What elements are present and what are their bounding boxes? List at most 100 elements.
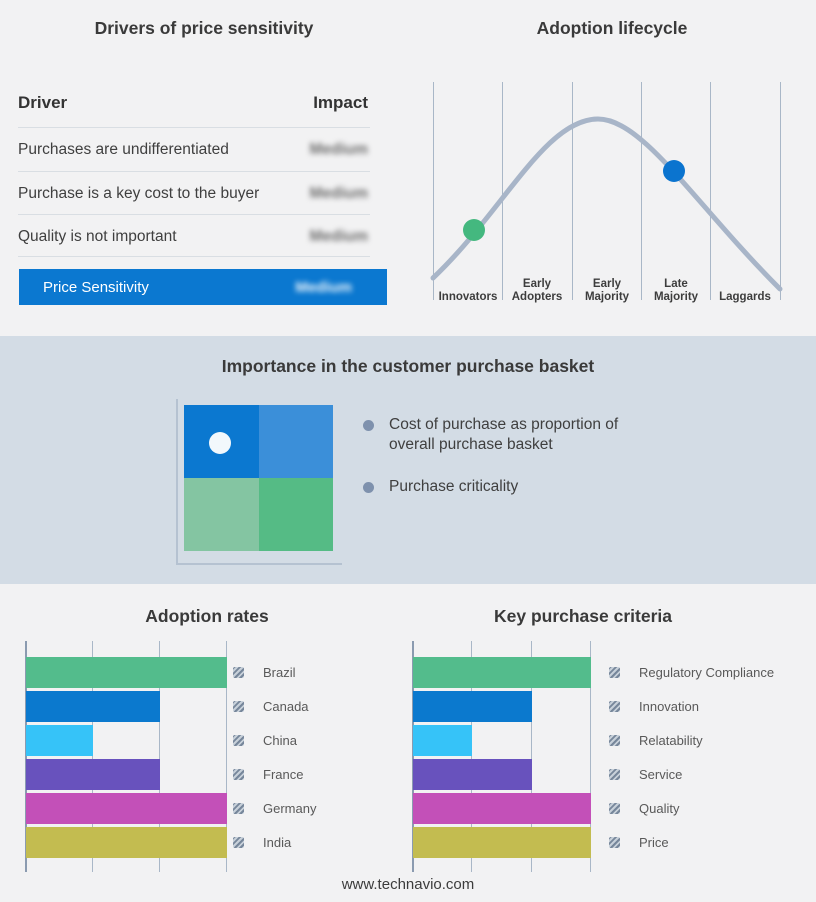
legend-label: Service <box>639 767 683 782</box>
driver-cell: Purchases are undifferentiated <box>18 140 229 158</box>
bullet-icon <box>363 481 374 493</box>
bar-china <box>26 725 93 756</box>
bullet-text: Purchase criticality <box>389 477 519 495</box>
adoption-rates-title: Adoption rates <box>145 606 269 626</box>
bar-price <box>413 827 591 858</box>
legend-item: China <box>233 725 297 756</box>
bullet-item: Purchase criticality <box>363 477 643 497</box>
impact-column-header: Impact <box>313 93 368 112</box>
legend-label: Quality <box>639 801 680 816</box>
gridline <box>92 641 93 872</box>
legend-item: Germany <box>233 793 316 824</box>
y-axis <box>25 641 27 872</box>
legend-item: Relatability <box>609 725 703 756</box>
censored-swatch-icon <box>233 701 244 712</box>
bullet-icon <box>363 420 374 431</box>
price-sensitivity-summary-row: Price Sensitivity Medium <box>19 269 387 305</box>
purchase-basket-title: Importance in the customer purchase bask… <box>221 356 595 376</box>
table-row: Quality is not important Medium <box>18 215 368 258</box>
legend-label: Regulatory Compliance <box>639 665 775 680</box>
bar-canada <box>26 691 160 722</box>
stage-label-laggards: Laggards <box>719 291 771 304</box>
legend-label: France <box>263 767 304 782</box>
driver-column-header: Driver <box>18 93 68 112</box>
basket-bullet-list: Cost of purchase as proportion of overal… <box>363 415 643 518</box>
lifecycle-curve <box>430 116 783 292</box>
censored-swatch-icon <box>233 735 244 746</box>
table-row: Purchases are undifferentiated Medium <box>18 128 368 171</box>
censored-swatch-icon <box>233 769 244 780</box>
gridline <box>780 82 781 300</box>
gridline <box>502 82 503 300</box>
summary-impact-blurred: Medium <box>295 278 352 296</box>
gridline <box>433 82 434 300</box>
quadrant-top-right <box>258 405 333 478</box>
bar-regulatory-compliance <box>413 657 591 688</box>
bar-france <box>26 759 160 790</box>
bar-germany <box>26 793 227 824</box>
quadrant-bottom-right <box>258 478 333 551</box>
impact-cell-blurred: Medium <box>309 140 368 158</box>
censored-swatch-icon <box>609 735 620 746</box>
legend-item: Service <box>609 759 682 790</box>
bar-brazil <box>26 657 227 688</box>
table-row: Purchase is a key cost to the buyer Medi… <box>18 172 368 215</box>
gridline <box>159 641 160 872</box>
legend-item: Quality <box>609 793 679 824</box>
impact-cell-blurred: Medium <box>309 227 368 245</box>
late-majority-marker-dot <box>663 160 685 182</box>
legend-label: India <box>263 835 292 850</box>
legend-item: India <box>233 827 291 858</box>
driver-cell: Purchase is a key cost to the buyer <box>18 184 260 202</box>
legend-item: Regulatory Compliance <box>609 657 774 688</box>
censored-swatch-icon <box>609 667 620 678</box>
stage-label-early-adopters: Early Adopters <box>511 277 563 304</box>
quadrant-bottom-left <box>184 478 259 551</box>
table-divider <box>18 214 370 215</box>
innovators-marker-dot <box>463 219 485 241</box>
censored-swatch-icon <box>609 837 620 848</box>
driver-cell: Quality is not important <box>18 227 177 245</box>
table-divider <box>18 127 370 128</box>
legend-item: Brazil <box>233 657 296 688</box>
gridline <box>531 641 532 872</box>
impact-cell-blurred: Medium <box>309 184 368 202</box>
legend-label: Price <box>639 835 669 850</box>
legend-item: Innovation <box>609 691 699 722</box>
purchase-basket-quadrant <box>184 405 333 551</box>
censored-swatch-icon <box>609 803 620 814</box>
table-divider <box>18 256 370 257</box>
quadrant-x-axis <box>176 563 342 565</box>
stage-label-early-majority: Early Majority <box>584 277 630 304</box>
legend-label: Brazil <box>263 665 296 680</box>
legend-label: Germany <box>263 801 317 816</box>
legend-item: France <box>233 759 303 790</box>
legend-label: Relatability <box>639 733 703 748</box>
gridline <box>471 641 472 872</box>
summary-label: Price Sensitivity <box>43 278 149 296</box>
stage-label-innovators: Innovators <box>438 291 498 304</box>
quadrant-y-axis <box>176 399 178 565</box>
drivers-of-price-sensitivity-title: Drivers of price sensitivity <box>94 18 314 38</box>
key-purchase-criteria-title: Key purchase criteria <box>493 606 672 626</box>
legend-label: China <box>263 733 297 748</box>
legend-item: Price <box>609 827 669 858</box>
legend-label: Canada <box>263 699 309 714</box>
bullet-item: Cost of purchase as proportion of overal… <box>363 415 643 455</box>
bar-india <box>26 827 227 858</box>
table-divider <box>18 171 370 172</box>
gridline <box>641 82 642 300</box>
censored-swatch-icon <box>233 803 244 814</box>
censored-swatch-icon <box>233 837 244 848</box>
legend-item: Canada <box>233 691 309 722</box>
drivers-table-header: Driver Impact <box>18 93 368 113</box>
gridline <box>710 82 711 300</box>
legend-label: Innovation <box>639 699 699 714</box>
gridline <box>590 641 591 872</box>
bar-innovation <box>413 691 532 722</box>
adoption-lifecycle-title: Adoption lifecycle <box>536 18 688 38</box>
purchase-basket-section <box>0 336 816 584</box>
bar-quality <box>413 793 591 824</box>
position-marker-dot <box>209 432 231 454</box>
